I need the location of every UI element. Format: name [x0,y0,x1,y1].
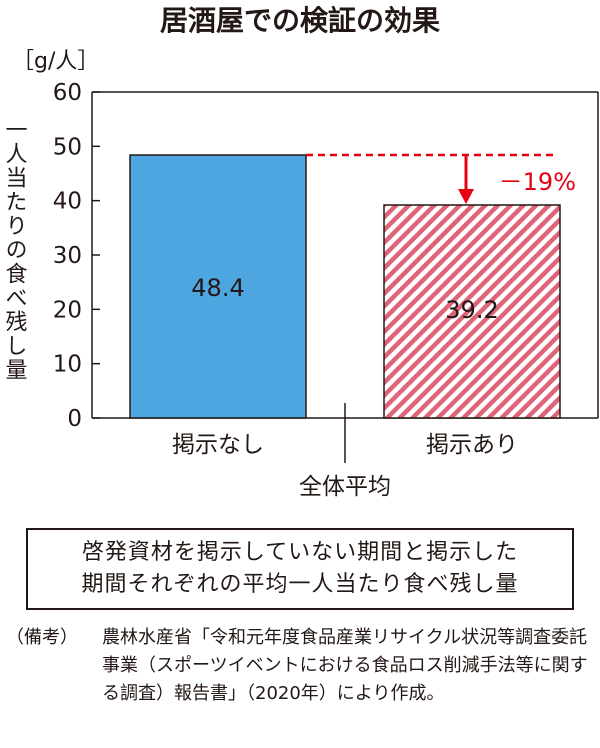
caption-line-2: 期間それぞれの平均一人当たり食べ残し量 [81,572,519,597]
source-text: 農林水産省「令和元年度食品産業リサイクル状況等調査委託事業（スポーツイベントにお… [102,627,588,704]
bar-value-label: 48.4 [191,274,244,302]
unit-label: ［g/人］ [12,49,99,74]
caption-line-1: 啓発資材を掲示していない期間と掲示した [81,540,519,565]
y-axis-label: 一人当たりの食べ残し量 [2,118,28,382]
reduction-arrow-head [458,189,474,205]
caption-box: 啓発資材を掲示していない期間と掲示した 期間それぞれの平均一人当たり食べ残し量 [26,528,574,610]
x-axis-label: 全体平均 [299,474,391,500]
y-tick-label: 60 [53,80,82,106]
x-category-label: 掲示あり [426,432,518,458]
chart-title: 居酒屋での検証の効果 [160,4,440,37]
reduction-annotation: －19% [499,168,576,196]
y-tick-label: 40 [53,189,82,215]
y-tick-label: 10 [53,352,82,378]
y-tick-label: 20 [53,297,82,323]
bar-1 [129,154,307,419]
chart: 居酒屋での検証の効果 ［g/人］ 一人当たりの食べ残し量 0 10 20 30 40 50… [2,4,599,500]
y-tick-label: 30 [53,243,82,269]
x-category-label: 掲示なし [172,432,264,458]
y-tick-label: 50 [53,134,82,160]
y-tick-label: 0 [67,406,82,432]
source-label: （備考） [6,627,78,648]
bar-2 [383,204,561,419]
bar-value-label: 39.2 [445,296,498,324]
